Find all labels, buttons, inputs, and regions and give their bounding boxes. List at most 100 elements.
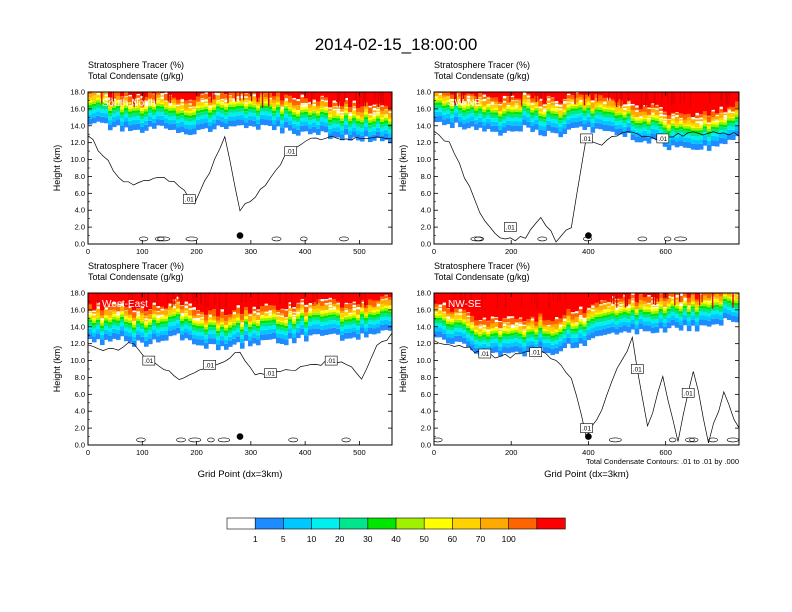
y-tick-label: 18.0 [416,289,431,298]
tracer-column [594,92,600,129]
tracer-column [296,293,301,339]
tracer-column [320,293,325,336]
y-tick-label: 12.0 [416,138,431,147]
tracer-column [360,293,365,334]
tracer-column [124,293,129,342]
tracer-streak [285,293,287,305]
tracer-streak [608,92,610,101]
tracer-streak [627,92,629,102]
contour-label: .01 [480,351,489,358]
tracer-column [598,293,604,336]
tracer-column [474,92,479,130]
tracer-streak [133,92,135,108]
tracer-column [462,293,467,344]
tracer-streak [143,293,146,303]
tracer-streak [186,293,188,302]
tracer-column [638,293,644,330]
tracer-column [734,293,739,323]
contour-label: .01 [205,362,214,369]
tracer-column [550,92,555,133]
tracer-column [136,92,141,130]
y-tick-label: 10.0 [70,356,85,365]
tracer-column [108,293,113,342]
y-tick-label: 16.0 [416,104,431,113]
tracer-column [470,293,475,351]
tracer-column [180,92,185,133]
y-tick-label: 2.0 [75,424,85,433]
location-marker [236,232,244,239]
y-tick-label: 14.0 [416,121,431,130]
tracer-column [662,293,668,333]
tracer-column [642,92,648,141]
panel-region-label: NW-SE [448,299,481,310]
tracer-column [474,293,479,354]
condensate-contour [88,135,392,212]
tracer-column [384,92,389,140]
condensate-blob [608,437,622,443]
tracer-column [682,293,688,326]
y-tick-label: 0.0 [421,240,431,249]
condensate-blob [668,437,677,443]
tracer-column [172,92,177,130]
tracer-streak [597,92,599,102]
condensate-blob [176,437,186,443]
tracer-column [502,293,507,353]
tracer-streak [256,92,259,102]
tracer-streak [381,92,383,101]
tracer-streak [559,293,561,302]
tracer-column [212,92,217,130]
tracer-streak [679,92,682,105]
tracer-streak [496,293,499,308]
tracer-streak [509,92,511,102]
tracer-column [132,293,137,347]
tracer-streak [530,293,532,303]
condensate-blob [689,437,699,443]
tracer-streak [611,293,613,303]
tracer-column [578,92,584,127]
tracer-streak [645,92,647,107]
y-tick-label: 8.0 [75,172,85,181]
tracer-column [160,92,165,126]
tracer-column [442,92,447,126]
tracer-column [364,293,369,338]
tracer-column [498,293,503,357]
tracer-column [172,293,177,336]
x-tick-label: 200 [505,448,518,457]
tracer-column [184,293,189,339]
y-tick-label: 6.0 [421,189,431,198]
contour-label-box [580,423,593,433]
colorbar-label: 70 [476,534,486,544]
y-tick-label: 12.0 [416,339,431,348]
panel-title-line1: Stratosphere Tracer (%) [88,60,184,70]
tracer-column [506,293,511,354]
y-tick-label: 0.0 [75,240,85,249]
tracer-column [482,92,487,132]
tracer-column [646,92,652,144]
panel-title-line2: Total Condensate (g/kg) [434,272,530,282]
tracer-column [248,92,253,126]
tracer-streak [364,293,366,308]
tracer-streak [214,293,216,306]
tracer-column [312,293,317,335]
tracer-streak [141,293,143,305]
colorbar: 1 5 10 20 30 40 50 60 70 100 [226,517,566,544]
tracer-column [288,92,293,131]
tracer-streak [548,293,550,309]
tracer-column [730,92,736,140]
colorbar-label: 1 [253,534,258,544]
panel-sw-ne: .01 .01 .01 0.0 2.0 4.0 6.0 8.0 10.0 12.0 14.0 16.0… [398,60,740,256]
tracer-column [550,293,555,355]
tracer-streak [732,293,734,308]
tracer-column [678,92,684,147]
x-tick-label: 500 [353,247,366,256]
tracer-column [236,293,241,343]
tracer-streak [257,293,259,309]
tracer-column [666,293,672,329]
tracer-column [610,92,616,132]
tracer-streak [613,293,615,305]
y-tick-label: 4.0 [75,407,85,416]
panel-title-line2: Total Condensate (g/kg) [88,272,184,282]
contour-label-box [142,355,156,366]
tracer-streak [476,92,478,104]
